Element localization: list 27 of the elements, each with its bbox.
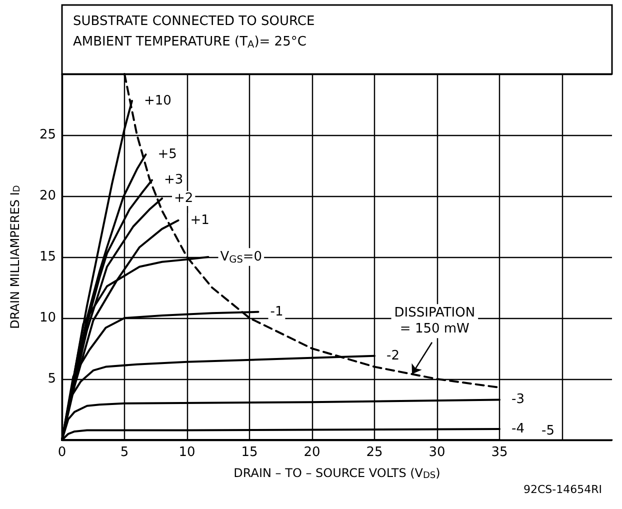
x-tick-label: 25 [366, 445, 383, 460]
series-label: -3 [512, 392, 524, 408]
x-tick-label: 0 [58, 445, 66, 460]
series-label: +10 [144, 93, 172, 108]
x-tick-label: 15 [241, 445, 258, 460]
y-tick-label: 5 [48, 372, 56, 386]
y-tick-label: 15 [39, 250, 56, 264]
series-label: -2 [386, 348, 400, 364]
text: 92CS-14654RI [523, 483, 602, 496]
series-label: +3 [164, 172, 184, 188]
x-tick-label: 20 [304, 445, 320, 460]
series-label: -1 [270, 304, 284, 320]
x-tick-label: 10 [178, 445, 196, 460]
y-axis-title: DRAIN MILLIAMPERES ID [8, 185, 22, 329]
series-label: +5 [158, 147, 177, 162]
text: -5 [542, 424, 554, 438]
y-tick-label: 10 [39, 310, 56, 326]
annotation: DISSIPATION = 150 mW [394, 306, 476, 337]
series-label: -4 [512, 422, 524, 437]
y-tick-label: 20 [39, 188, 56, 204]
series-label: +1 [190, 212, 210, 228]
x-tick-label: 5 [120, 445, 129, 460]
x-tick-label: 30 [428, 445, 446, 460]
x-tick-label: 35 [491, 445, 508, 460]
chart-title: SUBSTRATE CONNECTED TO SOURCE [73, 14, 315, 29]
series-label: +2 [174, 190, 194, 206]
y-tick-label: 25 [39, 128, 56, 142]
